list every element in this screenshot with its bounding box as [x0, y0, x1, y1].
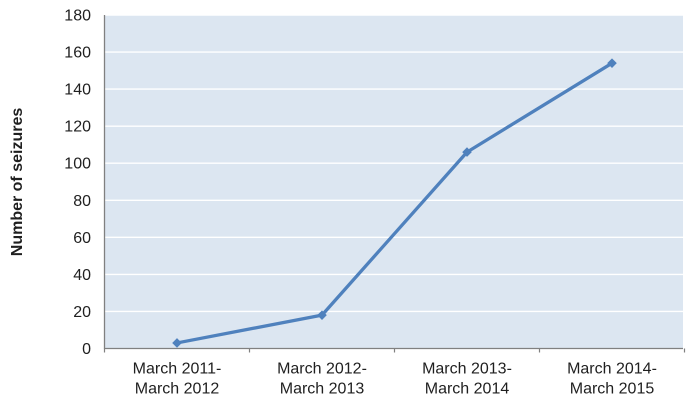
plot-area	[104, 15, 683, 349]
y-tick-label: 160	[64, 45, 91, 62]
y-tick-label: 100	[64, 156, 91, 173]
x-category-label: March 2014- March 2015	[567, 361, 657, 398]
x-category-label-line: March 2011-	[133, 361, 222, 378]
x-category-label: March 2011- March 2012	[133, 361, 222, 398]
x-category-label-line: March 2014	[425, 381, 510, 398]
x-category-label-line: March 2015	[570, 381, 655, 398]
x-category-label-line: March 2014-	[567, 361, 657, 378]
y-tick-label: 60	[73, 230, 91, 247]
data-point-marker	[607, 58, 617, 68]
y-tick-label: 80	[73, 193, 91, 210]
x-category-label: March 2013- March 2014	[422, 361, 512, 398]
y-tick-label: 20	[73, 304, 91, 321]
data-point-marker	[462, 147, 472, 157]
data-point-marker	[172, 338, 182, 348]
y-tick-label: 140	[64, 82, 91, 99]
x-category-label-line: March 2013	[280, 381, 365, 398]
y-tick-label: 0	[82, 341, 91, 358]
y-tick-label: 180	[64, 8, 91, 25]
y-tick-label: 40	[73, 267, 91, 284]
x-category-label-line: March 2012	[135, 381, 220, 398]
y-tick-label: 120	[64, 119, 91, 136]
y-axis-title: Number of seizures	[9, 108, 26, 257]
data-point-marker	[317, 310, 327, 320]
x-category-label-line: March 2013-	[422, 361, 512, 378]
x-category-label: March 2012- March 2013	[277, 361, 367, 398]
data-line	[175, 61, 614, 345]
x-category-label-line: March 2012-	[277, 361, 367, 378]
